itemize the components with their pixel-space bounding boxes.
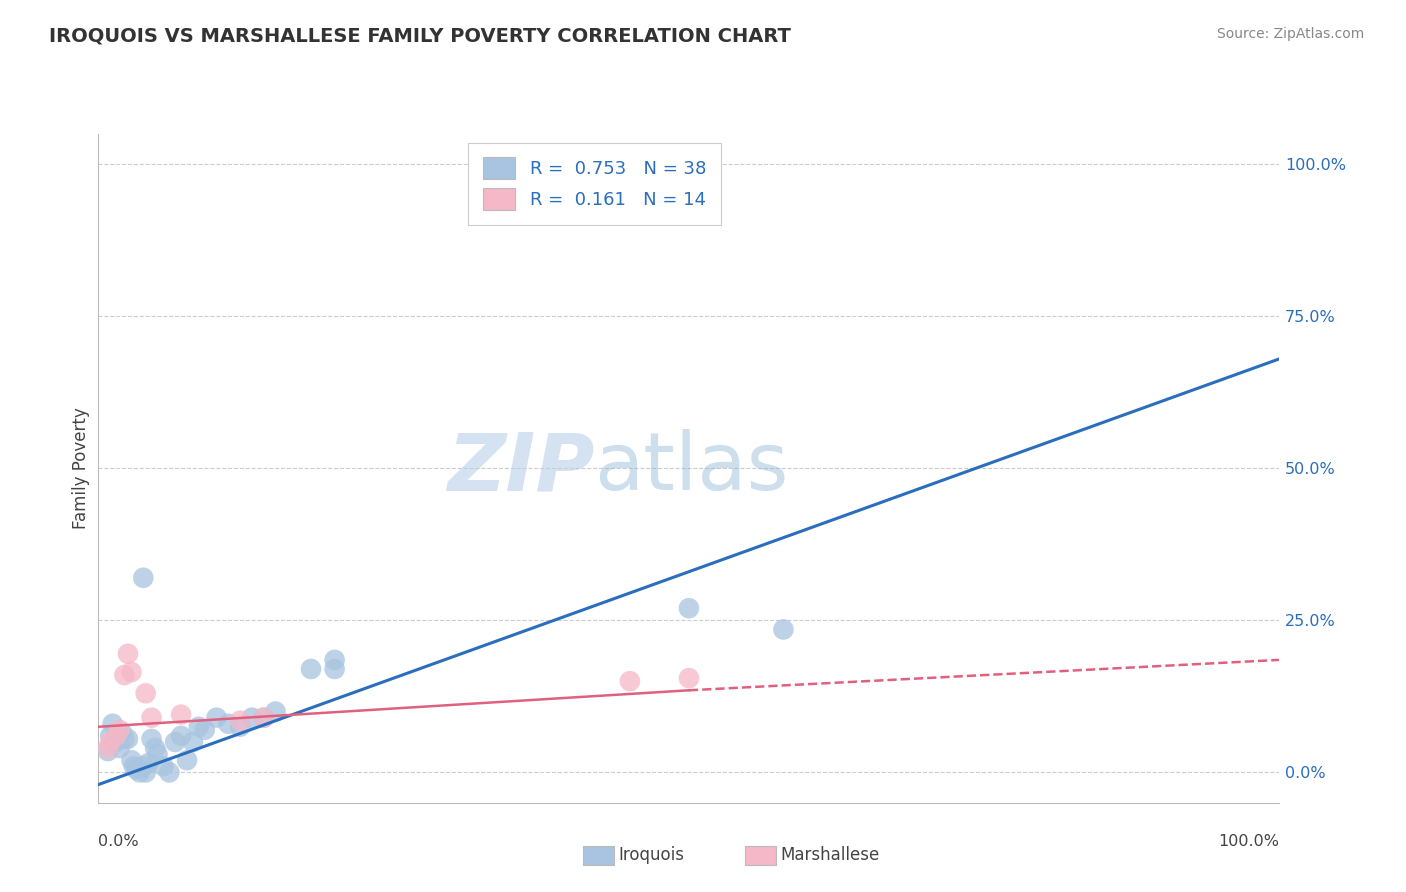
Point xyxy=(136,756,159,771)
Text: ZIP: ZIP xyxy=(447,429,595,508)
Point xyxy=(111,726,134,740)
Point xyxy=(181,735,204,749)
Point xyxy=(135,765,157,780)
Point xyxy=(217,716,239,731)
Point xyxy=(112,668,135,682)
Text: Marshallese: Marshallese xyxy=(780,847,880,864)
Point xyxy=(105,729,128,743)
Point xyxy=(117,731,139,746)
Point xyxy=(108,741,131,756)
Point xyxy=(229,714,252,728)
Point xyxy=(141,731,163,746)
Point xyxy=(117,647,139,661)
Point xyxy=(176,753,198,767)
Text: atlas: atlas xyxy=(595,429,789,508)
Point xyxy=(187,720,209,734)
Point xyxy=(98,729,121,743)
Point xyxy=(143,741,166,756)
Point xyxy=(112,731,135,746)
Text: 100.0%: 100.0% xyxy=(1219,834,1279,849)
Text: Iroquois: Iroquois xyxy=(619,847,685,864)
Point xyxy=(170,729,193,743)
Point xyxy=(152,759,174,773)
Point xyxy=(323,653,346,667)
Legend: R =  0.753   N = 38, R =  0.161   N = 14: R = 0.753 N = 38, R = 0.161 N = 14 xyxy=(468,143,720,225)
Point xyxy=(141,711,163,725)
Point xyxy=(772,623,794,637)
Point xyxy=(121,753,143,767)
Point xyxy=(157,765,180,780)
Point xyxy=(97,741,120,756)
Point xyxy=(101,716,124,731)
Point xyxy=(205,711,228,725)
Point xyxy=(122,759,145,773)
Point xyxy=(98,735,121,749)
Point xyxy=(170,707,193,722)
Text: Source: ZipAtlas.com: Source: ZipAtlas.com xyxy=(1216,27,1364,41)
Point xyxy=(194,723,217,737)
Point xyxy=(323,662,346,676)
Text: 0.0%: 0.0% xyxy=(98,834,139,849)
Y-axis label: Family Poverty: Family Poverty xyxy=(72,408,90,529)
Point xyxy=(135,686,157,700)
Point xyxy=(299,662,322,676)
Point xyxy=(132,759,155,773)
Point xyxy=(678,671,700,685)
Point xyxy=(128,765,150,780)
Point xyxy=(105,735,128,749)
Point xyxy=(253,711,276,725)
Point xyxy=(240,711,263,725)
Point xyxy=(678,601,700,615)
Point xyxy=(165,735,187,749)
Point xyxy=(253,711,276,725)
Point xyxy=(264,705,287,719)
Point xyxy=(229,720,252,734)
Point xyxy=(125,762,148,776)
Point xyxy=(108,723,131,737)
Point xyxy=(132,571,155,585)
Point xyxy=(619,674,641,689)
Point xyxy=(146,747,169,761)
Text: IROQUOIS VS MARSHALLESE FAMILY POVERTY CORRELATION CHART: IROQUOIS VS MARSHALLESE FAMILY POVERTY C… xyxy=(49,27,792,45)
Point xyxy=(121,665,143,679)
Point xyxy=(97,744,120,758)
